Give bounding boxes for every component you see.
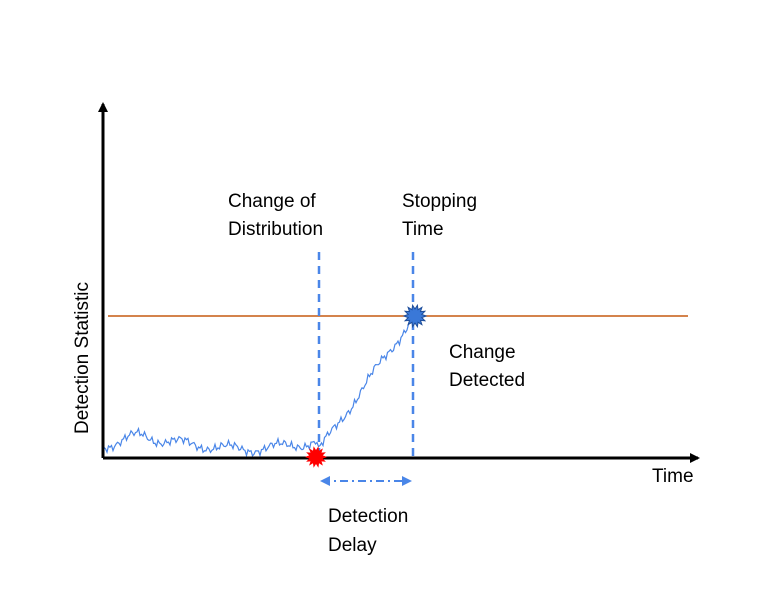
annotation: Detected <box>449 370 525 391</box>
y-axis-label: Detection Statistic <box>72 282 93 434</box>
x-axis-label: Time <box>652 466 694 487</box>
change-point-marker <box>305 446 327 468</box>
stopping-point-marker <box>402 303 428 329</box>
annotation: Distribution <box>228 219 323 240</box>
annotation: Stopping <box>402 191 477 212</box>
annotation: Detection <box>328 506 408 527</box>
annotation: Change of <box>228 191 316 212</box>
annotation: Change <box>449 342 516 363</box>
annotation: Time <box>402 219 444 240</box>
detection-curve <box>103 315 414 458</box>
annotation: Delay <box>328 535 377 556</box>
